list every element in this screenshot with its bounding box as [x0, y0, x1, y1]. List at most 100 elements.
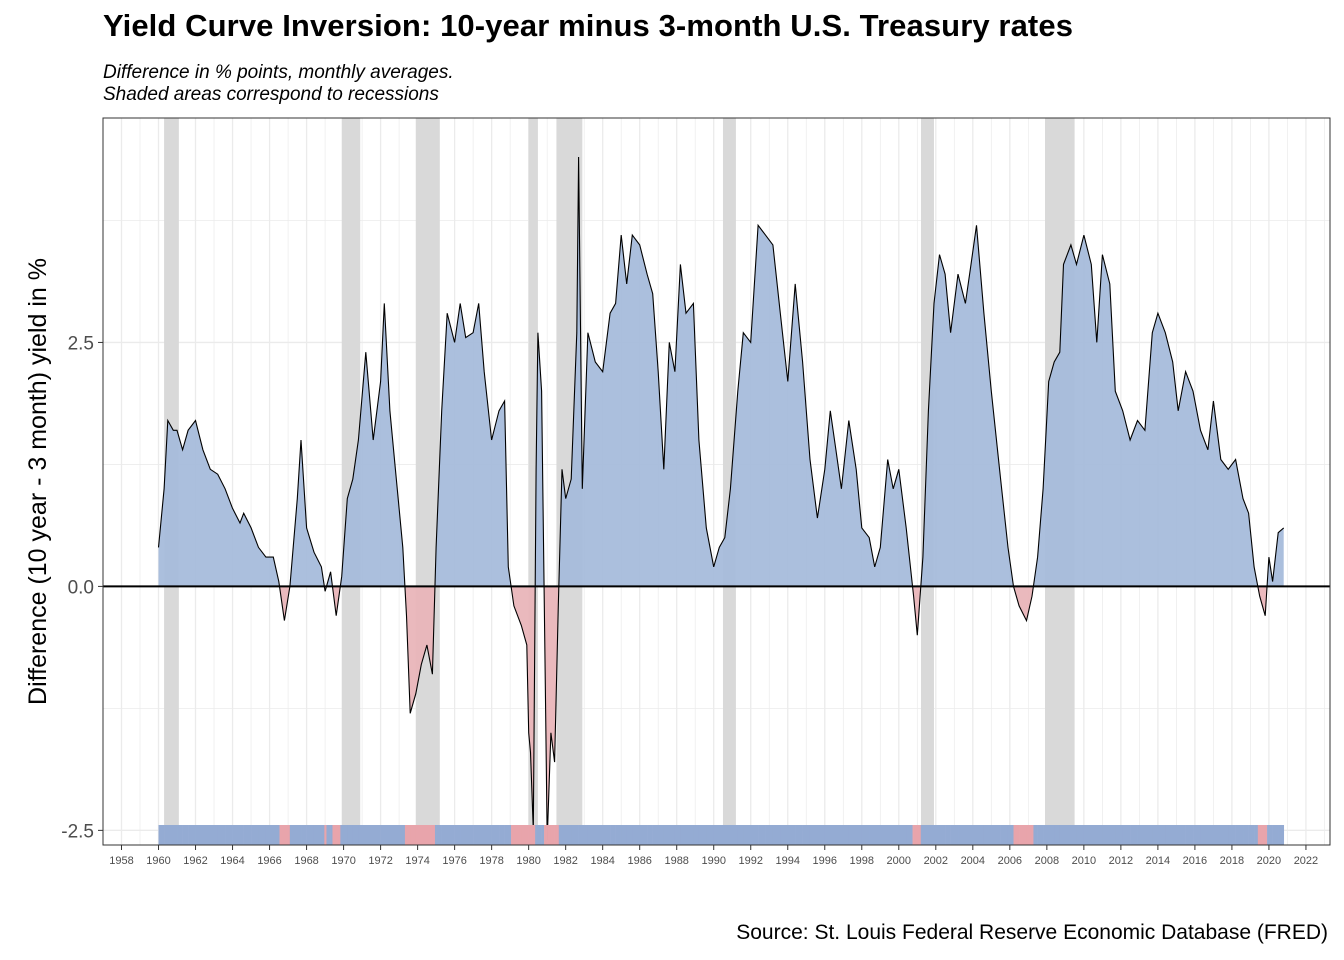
stripe-segment	[652, 825, 659, 845]
stripe-segment	[830, 825, 837, 845]
stripe-segment	[537, 825, 542, 845]
stripe-segment	[521, 825, 528, 845]
recession-band	[722, 118, 736, 845]
stripe-segment	[325, 825, 327, 845]
stripe-segment	[922, 825, 929, 845]
x-axis: 1958 1960 1962 1964 1966 1968 1970 1972 1974 1976…	[109, 845, 1318, 867]
stripe-segment	[352, 825, 359, 845]
area-layer	[157, 156, 1285, 841]
stripe-segment	[210, 825, 219, 845]
stripe-segment	[795, 825, 803, 845]
stripe-segment	[380, 825, 385, 845]
stripe-segment	[554, 825, 559, 845]
stripe-segment	[976, 825, 985, 845]
recession-band	[528, 118, 538, 845]
stripe-segment	[297, 825, 302, 845]
stripe-segment	[447, 825, 455, 845]
stripe-segment	[809, 825, 818, 845]
stripe-segment	[547, 825, 552, 845]
x-tick-label: 1970	[331, 855, 355, 867]
stripe-segment	[332, 825, 337, 845]
positive-area	[158, 157, 1284, 587]
source-caption: Source: St. Louis Federal Reserve Econom…	[736, 921, 1328, 944]
stripe-segment	[1243, 825, 1249, 845]
stripe-segment	[772, 825, 781, 845]
x-tick-label: 1976	[442, 855, 466, 867]
stripe-segment	[1152, 825, 1159, 845]
stripe-segment	[373, 825, 381, 845]
x-tick-label: 1998	[850, 855, 874, 867]
stripe-segment	[536, 825, 539, 845]
stripe-segment	[887, 825, 894, 845]
stripe-segment	[743, 825, 752, 845]
stripe-segment	[421, 825, 428, 845]
stripe-segment	[1019, 825, 1027, 845]
stripe-segment	[706, 825, 715, 845]
stripe-segment	[1109, 825, 1116, 845]
stripe-segment	[195, 825, 204, 845]
stripe-segment	[491, 825, 500, 845]
stripe-segment	[1267, 825, 1270, 845]
x-tick-label: 1988	[664, 855, 688, 867]
stripe-segment	[1259, 825, 1266, 845]
stripe-segment	[1059, 825, 1064, 845]
stripe-segment	[279, 825, 285, 845]
stripe-segment	[874, 825, 881, 845]
stripe-segment	[426, 825, 433, 845]
x-tick-label: 1960	[146, 855, 170, 867]
stripe-segment	[558, 825, 560, 845]
x-tick-label: 1978	[479, 855, 503, 867]
stripe-segment	[1144, 825, 1153, 845]
x-tick-label: 2010	[1072, 855, 1096, 867]
stripe-segment	[326, 825, 331, 845]
x-tick-label: 1984	[590, 855, 614, 867]
stripe-segment	[571, 825, 578, 845]
x-tick-label: 1966	[257, 855, 281, 867]
x-tick-label: 1964	[220, 855, 244, 867]
stripe-segment	[321, 825, 325, 845]
stripe-segment	[217, 825, 226, 845]
chart-title: Yield Curve Inversion: 10-year minus 3-m…	[103, 8, 1074, 43]
stripe-segment	[939, 825, 946, 845]
recession-band	[341, 118, 361, 845]
stripe-segment	[182, 825, 189, 845]
stripe-segment	[1268, 825, 1273, 845]
stripe-segment	[719, 825, 726, 845]
stripe-segment	[945, 825, 951, 845]
stripe-segment	[893, 825, 900, 845]
stripe-segment	[737, 825, 744, 845]
x-tick-label: 1996	[813, 855, 837, 867]
stripe-segment	[950, 825, 959, 845]
stripe-segment	[460, 825, 467, 845]
stripe-segment	[550, 825, 555, 845]
stripe-segment	[780, 825, 789, 845]
stripe-segment	[340, 825, 343, 845]
stripe-segment	[404, 825, 407, 845]
stripe-segment	[530, 825, 534, 845]
x-tick-label: 1986	[627, 855, 651, 867]
stripe-segment	[970, 825, 977, 845]
stripe-segment	[610, 825, 616, 845]
stripe-segment	[415, 825, 422, 845]
x-tick-label: 1994	[776, 855, 800, 867]
stripe-segment	[1026, 825, 1033, 845]
x-tick-label: 1990	[701, 855, 725, 867]
stripe-segment	[158, 825, 165, 845]
stripe-segment	[513, 825, 522, 845]
stripe-segment	[1000, 825, 1009, 845]
stripe-segment	[933, 825, 940, 845]
stripe-segment	[658, 825, 665, 845]
stripe-segment	[913, 825, 918, 845]
stripe-segment	[621, 825, 628, 845]
stripe-segment	[243, 825, 252, 845]
stripe-segment	[835, 825, 842, 845]
x-tick-label: 2018	[1220, 855, 1244, 867]
stripe-segment	[1122, 825, 1131, 845]
stripe-segment	[1007, 825, 1014, 845]
stripe-segment	[595, 825, 603, 845]
x-tick-label: 1958	[109, 855, 133, 867]
stripe-segment	[1043, 825, 1049, 845]
stripe-segment	[402, 825, 406, 845]
stripe-segment	[202, 825, 211, 845]
